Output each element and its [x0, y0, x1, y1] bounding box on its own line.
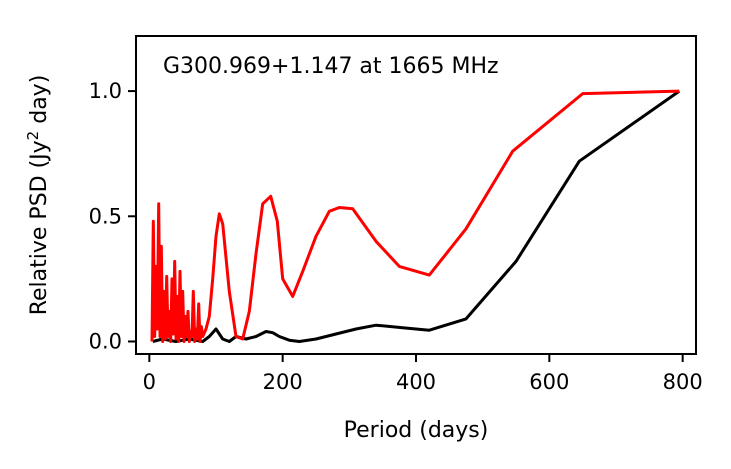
series-layer [150, 89, 681, 343]
y-tick-label: 1.0 [89, 79, 122, 103]
y-axis-label-main: Relative PSD (Jy [27, 140, 52, 315]
y-tick-label: 0.0 [89, 329, 122, 353]
x-tick-label: 400 [396, 370, 436, 394]
y-axis: 0.0 0.5 1.0 [89, 79, 136, 353]
series-line-2 [150, 89, 680, 343]
y-tick-label: 0.5 [89, 204, 122, 228]
y-axis-label-tail: day) [27, 75, 52, 131]
x-tick-label: 0 [143, 370, 156, 394]
x-axis-label: Period (days) [344, 418, 489, 443]
x-axis: 0 200 400 600 800 [143, 354, 703, 394]
x-tick-label: 800 [663, 370, 703, 394]
chart-annotation: G300.969+1.147 at 1665 MHz [163, 54, 499, 79]
y-axis-label: Relative PSD (Jy2 day) [24, 75, 52, 316]
plot-frame [135, 35, 697, 355]
series-line-1 [152, 89, 681, 343]
x-tick-label: 600 [529, 370, 569, 394]
y-axis-label-sup: 2 [24, 131, 42, 141]
x-tick-label: 200 [263, 370, 303, 394]
